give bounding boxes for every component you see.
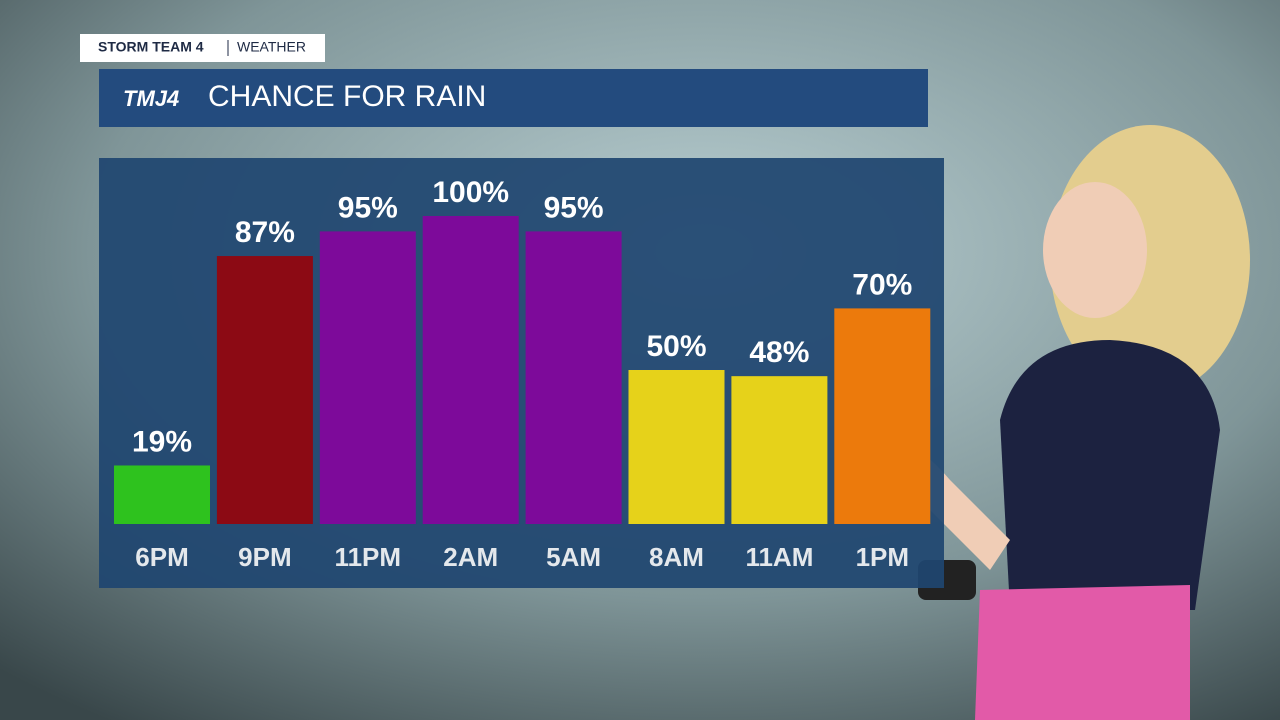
section: WEATHER: [237, 39, 306, 55]
category-label: 8AM: [649, 542, 704, 572]
bar: [834, 308, 931, 524]
bar: [319, 231, 416, 524]
title-bar: [99, 69, 928, 127]
category-label: 9PM: [238, 542, 291, 572]
value-label: 87%: [235, 216, 295, 249]
value-label: 95%: [338, 191, 398, 224]
category-label: 5AM: [546, 542, 601, 572]
bar: [422, 216, 519, 524]
value-label: 70%: [852, 268, 912, 301]
bar: [628, 370, 725, 524]
brand-tab: [80, 34, 325, 62]
bar: [114, 465, 210, 524]
logo: TMJ4: [123, 86, 179, 111]
value-label: 48%: [749, 336, 809, 369]
chart-title: CHANCE FOR RAIN: [208, 80, 486, 113]
value-label: 100%: [432, 176, 509, 209]
bar: [525, 231, 622, 524]
value-label: 19%: [132, 425, 192, 458]
bar: [731, 376, 828, 524]
category-label: 2AM: [443, 542, 498, 572]
bar: [216, 256, 313, 524]
value-label: 95%: [544, 191, 604, 224]
category-label: 1PM: [856, 542, 909, 572]
brand: STORM TEAM 4: [98, 39, 204, 55]
value-label: 50%: [646, 330, 706, 363]
category-label: 11AM: [745, 542, 813, 572]
category-label: 6PM: [135, 542, 188, 572]
category-label: 11PM: [335, 542, 402, 572]
